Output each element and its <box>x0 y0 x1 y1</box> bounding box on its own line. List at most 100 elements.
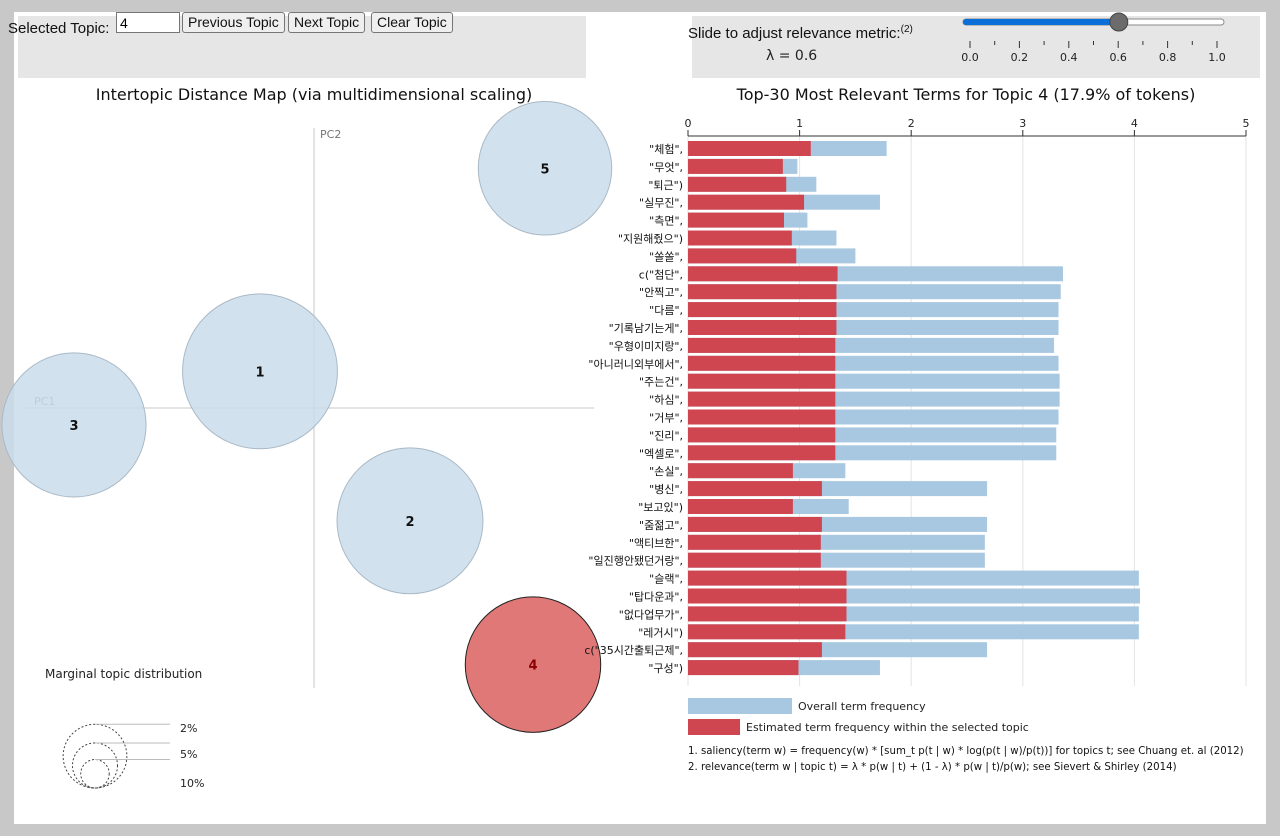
term-row[interactable]: "액티브한", <box>629 534 985 550</box>
topic-frequency-bar[interactable] <box>688 176 787 192</box>
term-label[interactable]: "탑다운과", <box>629 591 683 604</box>
topic-frequency-bar[interactable] <box>688 427 836 443</box>
term-label[interactable]: "액티브한", <box>629 537 683 550</box>
term-row[interactable]: "다름", <box>649 302 1059 318</box>
term-row[interactable]: "측면", <box>649 212 808 228</box>
term-row[interactable]: "일진행안됐던거랑", <box>588 552 985 568</box>
term-row[interactable]: "아니러니외부에서", <box>588 355 1059 371</box>
term-row[interactable]: "거부", <box>649 409 1059 425</box>
topic-frequency-bar[interactable] <box>688 302 837 318</box>
topic-circle[interactable] <box>1 352 147 498</box>
term-row[interactable]: "구성") <box>648 660 880 676</box>
term-label[interactable]: "거부", <box>649 412 683 425</box>
topic-circle[interactable] <box>464 596 602 733</box>
topic-bubble-2[interactable]: 2 <box>336 447 484 595</box>
topic-bubble-4[interactable]: 4 <box>464 596 602 733</box>
topic-frequency-bar[interactable] <box>688 588 847 604</box>
topic-frequency-bar[interactable] <box>688 534 821 550</box>
term-label[interactable]: "없다업무가", <box>619 608 683 621</box>
topic-frequency-bar[interactable] <box>688 660 799 676</box>
topic-frequency-bar[interactable] <box>688 212 784 228</box>
term-label[interactable]: "진리", <box>649 429 683 442</box>
term-row[interactable]: "실무진", <box>639 194 880 210</box>
term-row[interactable]: "없다업무가", <box>619 606 1139 622</box>
term-label[interactable]: "쏠쏠", <box>649 250 683 263</box>
topic-circle[interactable] <box>477 101 613 236</box>
term-row[interactable]: "진리", <box>649 427 1057 443</box>
term-label[interactable]: "측면", <box>649 215 683 228</box>
term-label[interactable]: "기록남기는게", <box>609 322 683 335</box>
term-row[interactable]: "우형이미지랑", <box>609 337 1055 353</box>
term-label[interactable]: "퇴근") <box>648 179 683 192</box>
topic-frequency-bar[interactable] <box>688 409 836 425</box>
term-row[interactable]: "보고있") <box>638 499 849 514</box>
topic-frequency-bar[interactable] <box>688 481 822 497</box>
previous-topic-button[interactable]: Previous Topic <box>182 12 285 33</box>
term-label[interactable]: "줌젊고", <box>639 519 683 532</box>
topic-frequency-bar[interactable] <box>688 642 822 658</box>
topic-frequency-bar[interactable] <box>688 391 836 407</box>
term-row[interactable]: "무엇", <box>649 158 798 174</box>
term-row[interactable]: "탑다운과", <box>629 588 1140 604</box>
term-label[interactable]: "엑셀로", <box>639 447 683 460</box>
topic-circle[interactable] <box>336 447 484 595</box>
topic-circle[interactable] <box>182 293 338 450</box>
term-label[interactable]: "손실", <box>649 465 683 478</box>
term-row[interactable]: "안찍고", <box>639 284 1061 300</box>
topic-frequency-bar[interactable] <box>688 516 822 532</box>
term-label[interactable]: "아니러니외부에서", <box>588 358 683 371</box>
term-label[interactable]: "하심", <box>649 393 683 407</box>
topic-frequency-bar[interactable] <box>688 230 792 246</box>
term-label[interactable]: "지원해줬으") <box>618 232 683 246</box>
term-row[interactable]: "레거시") <box>638 624 1139 640</box>
topic-frequency-bar[interactable] <box>688 141 811 156</box>
selected-topic-input[interactable] <box>116 12 180 33</box>
term-row[interactable]: "체험", <box>649 141 887 156</box>
term-row[interactable]: c("첨단", <box>639 266 1063 282</box>
topic-bubble-5[interactable]: 5 <box>477 101 613 236</box>
topic-frequency-bar[interactable] <box>688 355 836 371</box>
term-label[interactable]: "구성") <box>648 662 683 675</box>
term-row[interactable]: "지원해줬으") <box>618 230 837 246</box>
topic-frequency-bar[interactable] <box>688 284 837 300</box>
term-label[interactable]: "안찍고", <box>639 286 683 299</box>
topic-frequency-bar[interactable] <box>688 552 821 568</box>
clear-topic-button[interactable]: Clear Topic <box>371 12 453 33</box>
term-label[interactable]: c("첨단", <box>639 268 683 281</box>
term-row[interactable]: "하심", <box>649 391 1060 407</box>
term-label[interactable]: "병신", <box>649 483 683 496</box>
term-label[interactable]: "다름", <box>649 304 683 317</box>
topic-frequency-bar[interactable] <box>688 624 846 640</box>
term-label[interactable]: "슬랙", <box>649 573 683 586</box>
term-row[interactable]: c("35시간출퇴근제", <box>584 642 988 658</box>
term-label[interactable]: "실무진", <box>639 197 683 210</box>
topic-frequency-bar[interactable] <box>688 606 847 622</box>
term-row[interactable]: "슬랙", <box>649 570 1139 586</box>
term-label[interactable]: c("35시간출퇴근제", <box>584 644 683 657</box>
topic-frequency-bar[interactable] <box>688 194 805 210</box>
term-label[interactable]: "무엇", <box>649 161 683 174</box>
term-row[interactable]: "주는건", <box>639 373 1060 389</box>
slider-handle[interactable] <box>1109 12 1129 32</box>
term-label[interactable]: "우형이미지랑", <box>609 340 683 353</box>
topic-frequency-bar[interactable] <box>688 499 793 514</box>
topic-frequency-bar[interactable] <box>688 158 783 174</box>
term-row[interactable]: "쏠쏠", <box>649 248 856 264</box>
topic-frequency-bar[interactable] <box>688 445 836 461</box>
topic-frequency-bar[interactable] <box>688 248 797 264</box>
topic-frequency-bar[interactable] <box>688 463 793 479</box>
topic-frequency-bar[interactable] <box>688 570 847 586</box>
term-label[interactable]: "일진행안됐던거랑", <box>588 554 683 568</box>
term-label[interactable]: "주는건", <box>639 376 683 389</box>
term-label[interactable]: "레거시") <box>638 626 683 639</box>
topic-frequency-bar[interactable] <box>688 320 837 335</box>
term-row[interactable]: "병신", <box>649 481 988 497</box>
term-row[interactable]: "퇴근") <box>648 176 817 192</box>
topic-frequency-bar[interactable] <box>688 266 838 282</box>
term-label[interactable]: "체험", <box>649 143 683 156</box>
topic-bubble-1[interactable]: 1 <box>182 293 338 450</box>
term-row[interactable]: "손실", <box>649 463 846 479</box>
topic-frequency-bar[interactable] <box>688 373 836 389</box>
term-row[interactable]: "기록남기는게", <box>609 320 1059 335</box>
relevance-slider[interactable]: 0.0 0.2 0.4 0.6 0.8 1.0 <box>961 12 1226 64</box>
